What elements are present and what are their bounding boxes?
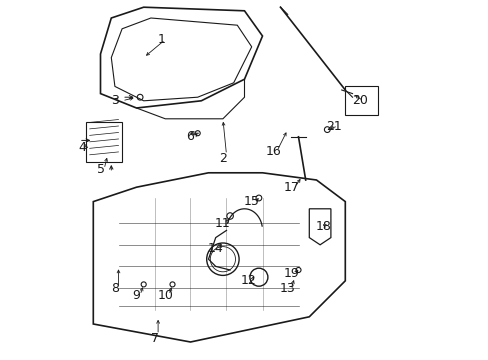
Text: 2: 2 bbox=[219, 152, 226, 165]
Text: 21: 21 bbox=[326, 120, 342, 132]
Text: 6: 6 bbox=[186, 130, 194, 143]
Text: 5: 5 bbox=[96, 163, 104, 176]
Text: 19: 19 bbox=[283, 267, 299, 280]
Text: 17: 17 bbox=[283, 181, 299, 194]
Text: 15: 15 bbox=[243, 195, 259, 208]
Text: 18: 18 bbox=[315, 220, 331, 233]
Text: 1: 1 bbox=[158, 33, 165, 46]
Text: 7: 7 bbox=[150, 332, 158, 345]
Text: 16: 16 bbox=[265, 145, 281, 158]
Text: 12: 12 bbox=[240, 274, 255, 287]
Text: 8: 8 bbox=[111, 282, 119, 294]
Text: 4: 4 bbox=[79, 141, 86, 154]
Text: 14: 14 bbox=[207, 242, 223, 255]
Text: 10: 10 bbox=[157, 289, 173, 302]
Text: 11: 11 bbox=[215, 217, 230, 230]
Text: 20: 20 bbox=[351, 94, 367, 107]
Text: 13: 13 bbox=[279, 282, 295, 294]
Text: 9: 9 bbox=[132, 289, 140, 302]
Text: 3: 3 bbox=[111, 94, 119, 107]
